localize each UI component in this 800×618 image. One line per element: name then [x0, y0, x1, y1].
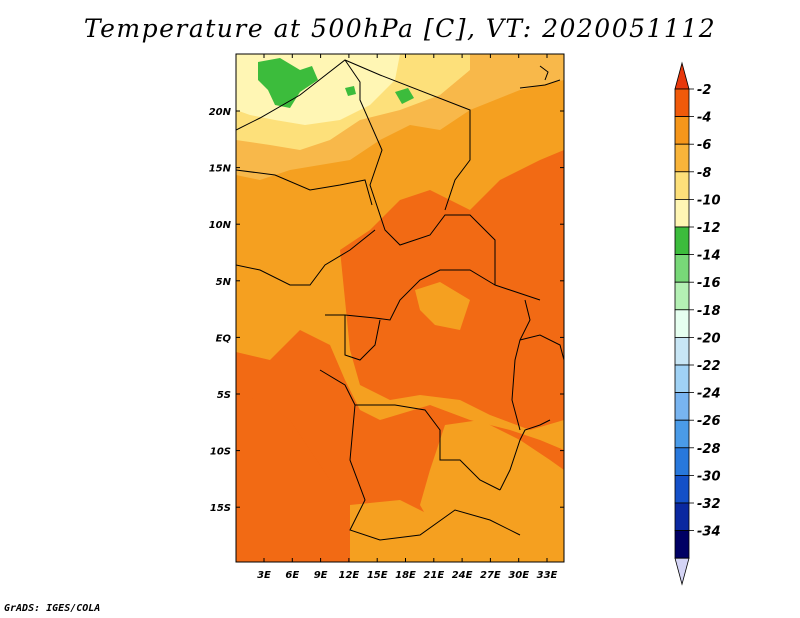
lat-label: 10N [209, 220, 232, 231]
grads-credit: GrADS: IGES/COLA [4, 603, 101, 614]
lat-label: 15S [210, 503, 231, 514]
colorbar-segment [674, 502, 690, 532]
colorbar-segment [674, 226, 690, 256]
lat-label: 5S [217, 390, 231, 401]
lon-label: 9E [314, 570, 328, 581]
lon-label: 15E [367, 570, 388, 581]
colorbar-segment [674, 530, 690, 559]
lon-label: 24E [452, 570, 473, 581]
colorbar-segment [674, 474, 690, 504]
colorbar-label: -14 [697, 249, 721, 264]
colorbar-label: -24 [697, 387, 721, 402]
colorbar-segment [674, 309, 690, 338]
colorbar-label: -16 [697, 276, 721, 291]
colorbar-label: -30 [697, 469, 721, 484]
lat-label: 5N [216, 277, 232, 288]
colorbar-bottom-arrow [674, 557, 690, 586]
field-minus14-blob-a [258, 58, 318, 108]
map-title: Temperature at 500hPa [C], VT: 202005111… [83, 14, 717, 43]
colorbar-label: -4 [697, 111, 711, 126]
lon-label: 21E [423, 570, 444, 581]
lon-label: 30E [508, 570, 529, 581]
colorbar-label: -26 [697, 414, 721, 429]
lon-label: 3E [257, 570, 271, 581]
colorbar-segment [674, 171, 690, 200]
lon-label: 12E [339, 570, 360, 581]
lon-label: 33E [537, 570, 558, 581]
lat-label: 10S [210, 447, 231, 458]
colorbar-label: -18 [697, 304, 721, 319]
colorbar-segment [674, 419, 690, 449]
colorbar: -2 -4 -6 -8 -10 -12 -14 -16 -18 -20 -22 -24 -26 -28 -3… [674, 61, 721, 586]
colorbar-segment [674, 281, 690, 311]
lat-label: EQ [216, 333, 232, 344]
colorbar-segment [674, 116, 690, 145]
field-minus14-blob-c [345, 86, 356, 96]
colorbar-label: -10 [697, 193, 721, 208]
field-minus6-southeast [420, 420, 564, 562]
colorbar-label: -12 [697, 221, 721, 236]
colorbar-segment [674, 364, 690, 394]
colorbar-segment [674, 392, 690, 421]
latitude-axis: 20N 15N 10N 5N EQ 5S 10S 15S [209, 107, 564, 514]
colorbar-segment [674, 447, 690, 476]
country-borders [236, 59, 564, 541]
colorbar-segment [674, 254, 690, 283]
field-minus14-blob-b [395, 88, 414, 104]
field-minus6-southcoast [350, 500, 480, 562]
lat-label: 20N [209, 107, 232, 118]
lon-label: 27E [480, 570, 501, 581]
colorbar-label: -8 [697, 166, 711, 181]
colorbar-label: -2 [697, 83, 711, 98]
colorbar-label: -32 [697, 497, 721, 512]
colorbar-segment [674, 198, 690, 228]
colorbar-top-arrow [674, 61, 690, 90]
field-minus4-west [236, 395, 350, 562]
colorbar-segment [674, 336, 690, 366]
lon-label: 6E [285, 570, 299, 581]
lat-label: 15N [209, 164, 232, 175]
colorbar-label: -20 [697, 331, 721, 346]
colorbar-label: -34 [697, 525, 721, 540]
colorbar-segment [674, 88, 690, 118]
lon-label: 18E [395, 570, 416, 581]
map-frame [235, 53, 565, 563]
colorbar-label: -6 [697, 138, 711, 153]
colorbar-segment [674, 143, 690, 173]
colorbar-label: -28 [697, 442, 721, 457]
temperature-field [236, 54, 564, 562]
longitude-axis: 3E 6E 9E 12E 15E 18E 21E 24E 27E 30E 33E [257, 54, 558, 581]
colorbar-label: -22 [697, 359, 721, 374]
field-minus6-plateau [415, 282, 470, 330]
